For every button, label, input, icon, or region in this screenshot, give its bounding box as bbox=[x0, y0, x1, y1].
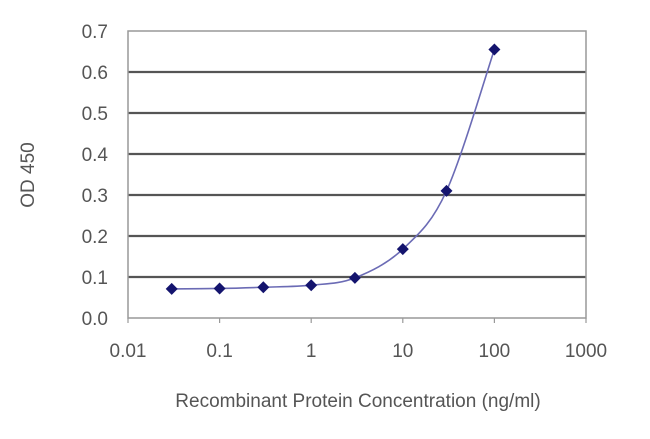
x-tick-label: 0.1 bbox=[206, 341, 232, 362]
x-axis-label: Recombinant Protein Concentration (ng/ml… bbox=[175, 391, 540, 412]
y-tick-label: 0.6 bbox=[82, 63, 108, 84]
x-tick-label: 1 bbox=[306, 341, 317, 362]
data-point bbox=[213, 282, 226, 295]
x-tick-label: 0.01 bbox=[110, 341, 147, 362]
x-tick-labels: 0.01 0.1 1 10 100 1000 bbox=[110, 318, 607, 362]
data-point bbox=[440, 184, 453, 197]
y-tick-label: 0.1 bbox=[82, 268, 108, 289]
y-tick-label: 0.2 bbox=[82, 227, 108, 248]
y-tick-label: 0.0 bbox=[82, 309, 108, 330]
x-tick-label: 10 bbox=[392, 341, 413, 362]
y-tick-label: 0.7 bbox=[82, 22, 108, 43]
data-point bbox=[165, 282, 178, 295]
plot-area-border bbox=[127, 30, 587, 319]
gridlines bbox=[128, 70, 586, 279]
y-tick-label: 0.3 bbox=[82, 186, 108, 207]
y-axis-label: OD 450 bbox=[18, 142, 39, 207]
data-point bbox=[488, 43, 501, 56]
y-tick-label: 0.4 bbox=[82, 145, 109, 166]
data-points bbox=[165, 43, 501, 295]
x-tick-label: 100 bbox=[479, 341, 511, 362]
y-tick-labels: 0.0 0.1 0.2 0.3 0.4 0.5 0.6 0.7 bbox=[82, 22, 109, 330]
data-point bbox=[305, 279, 318, 292]
data-point bbox=[396, 243, 409, 256]
data-point bbox=[257, 281, 270, 294]
data-point bbox=[348, 271, 361, 284]
fitted-curve bbox=[171, 49, 496, 290]
y-tick-label: 0.5 bbox=[82, 104, 108, 125]
x-tick-label: 1000 bbox=[565, 341, 607, 362]
